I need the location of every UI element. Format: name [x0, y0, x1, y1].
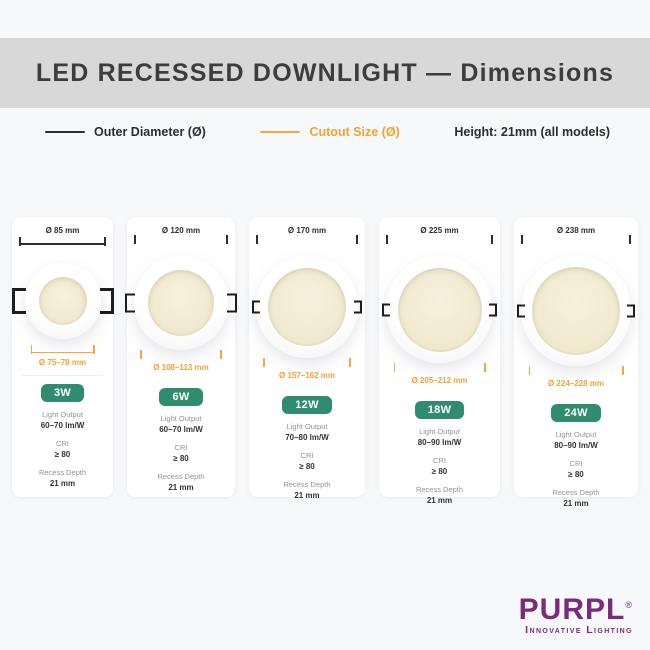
mounting-clip-right-icon: [99, 287, 114, 314]
recess-depth-value: 21 mm: [49, 478, 76, 488]
wattage-badge: 24W: [551, 404, 601, 422]
led-panel: [148, 270, 214, 336]
outer-diameter-value: Ø 85 mm: [45, 226, 80, 235]
outer-diameter-value: Ø 238 mm: [556, 226, 596, 235]
recess-depth-value: 21 mm: [426, 496, 453, 505]
outer-diameter-value: Ø 120 mm: [161, 226, 201, 235]
legend: Outer Diameter (Ø) Cutout Size (Ø) Heigh…: [45, 120, 610, 144]
page-title: LED RECESSED DOWNLIGHT — Dimensions: [35, 58, 615, 87]
light-output-label: Light Output: [555, 430, 597, 439]
mounting-clip-right-icon: [354, 300, 362, 314]
wattage-badge: 12W: [282, 396, 332, 414]
legend-outer-diameter: Outer Diameter (Ø): [45, 125, 206, 139]
product-card: Ø 238 mm Ø 224–228 mm 24W Light Output 8…: [514, 217, 638, 508]
downlight-illustration: [252, 256, 362, 358]
light-output-label: Light Output: [286, 422, 328, 431]
product-card: Ø 225 mm Ø 205–212 mm 18W Light Output 8…: [379, 217, 500, 505]
cri-value: ≥ 80: [173, 454, 189, 463]
recess-depth-label: Recess Depth: [283, 480, 331, 489]
legend-outer-diameter-label: Outer Diameter (Ø): [94, 125, 206, 139]
cri-value: ≥ 80: [54, 449, 71, 459]
light-output-label: Light Output: [160, 414, 202, 423]
mounting-clip-left-icon: [252, 300, 260, 314]
downlight-illustration: [125, 256, 237, 350]
cutout-size-value: Ø 205–212 mm: [411, 376, 468, 385]
recess-depth-value: 21 mm: [168, 483, 194, 492]
recess-depth-label: Recess Depth: [38, 467, 87, 477]
downlight-body: [125, 256, 237, 350]
header-band: LED RECESSED DOWNLIGHT — Dimensions: [0, 38, 650, 108]
outer-diameter-dimension-line: [19, 238, 106, 245]
card-divider: [22, 375, 103, 376]
product-card: Ø 170 mm Ø 157–162 mm 12W Light Output 7…: [249, 217, 365, 500]
mounting-clip-left-icon: [11, 287, 26, 314]
outer-diameter-value: Ø 225 mm: [420, 226, 459, 235]
cutout-size-value: Ø 108–113 mm: [153, 363, 209, 372]
outer-diameter-value: Ø 170 mm: [287, 226, 327, 235]
downlight-body: [517, 256, 635, 366]
downlight-illustration: [517, 256, 635, 366]
recess-depth-value: 21 mm: [563, 499, 589, 508]
wattage-badge: 18W: [414, 401, 465, 419]
cutout-size-value: Ø 75–78 mm: [38, 358, 87, 368]
downlight-illustration: [382, 256, 497, 363]
cri-label: CRI: [174, 443, 188, 452]
led-panel: [38, 276, 87, 325]
led-panel: [268, 268, 346, 346]
legend-height-note: Height: 21mm (all models): [454, 125, 610, 139]
cri-value: ≥ 80: [568, 470, 584, 479]
light-output-label: Light Output: [42, 409, 83, 419]
brand-name: PURPL®: [518, 591, 633, 626]
downlight-body: [382, 256, 497, 363]
brand-logo: PURPL® Innovative Lighting: [518, 591, 633, 637]
cutout-size-value: Ø 157–162 mm: [278, 371, 336, 380]
wattage-badge: 6W: [159, 388, 203, 406]
light-output-label: Light Output: [419, 427, 460, 436]
recess-depth-label: Recess Depth: [415, 485, 464, 494]
mounting-clip-right-icon: [227, 293, 237, 313]
light-output-value: 60–70 lm/W: [40, 420, 85, 430]
led-panel: [532, 267, 620, 355]
product-card: Ø 85 mm Ø 75–78 mm 3W Light Output 60–70…: [11, 217, 114, 497]
cutout-dimension-line: [30, 346, 95, 354]
legend-cutout-size-label: Cutout Size (Ø): [309, 125, 400, 139]
outer-diameter-line-swatch: [45, 130, 85, 134]
cri-label: CRI: [56, 438, 69, 448]
downlight-body: [252, 256, 362, 358]
recess-depth-value: 21 mm: [294, 491, 320, 500]
downlight-body: [11, 262, 114, 339]
cutout-size-value: Ø 224–228 mm: [547, 379, 605, 388]
light-output-value: 60–70 lm/W: [159, 425, 203, 434]
downlight-illustration: [11, 258, 114, 344]
mounting-clip-right-icon: [627, 304, 635, 318]
mounting-clip-left-icon: [382, 303, 390, 316]
recess-depth-label: Recess Depth: [157, 472, 205, 481]
light-output-value: 80–90 lm/W: [554, 441, 598, 450]
legend-cutout-size: Cutout Size (Ø): [260, 125, 400, 139]
height-note-label: Height: 21mm (all models): [454, 125, 610, 139]
recess-depth-label: Recess Depth: [552, 488, 600, 497]
brand-name-text: PURPL: [518, 593, 626, 626]
product-card: Ø 120 mm Ø 108–113 mm 6W Light Output 60…: [125, 217, 237, 497]
mounting-clip-left-icon: [517, 304, 525, 318]
mounting-clip-right-icon: [489, 303, 497, 316]
cri-label: CRI: [569, 459, 583, 468]
led-panel: [397, 267, 482, 352]
light-output-value: 80–90 lm/W: [417, 438, 462, 447]
cutout-size-line-swatch: [260, 130, 301, 134]
light-output-value: 70–80 lm/W: [285, 433, 329, 442]
cri-value: ≥ 80: [299, 462, 315, 471]
registered-trademark-icon: ®: [625, 600, 633, 610]
wattage-badge: 3W: [40, 383, 85, 402]
cri-label: CRI: [433, 456, 446, 465]
brand-tagline: Innovative Lighting: [525, 624, 633, 636]
mounting-clip-left-icon: [125, 293, 135, 313]
cri-value: ≥ 80: [431, 467, 448, 476]
cri-label: CRI: [300, 451, 314, 460]
product-cards-row: Ø 85 mm Ø 75–78 mm 3W Light Output 60–70…: [11, 217, 638, 508]
